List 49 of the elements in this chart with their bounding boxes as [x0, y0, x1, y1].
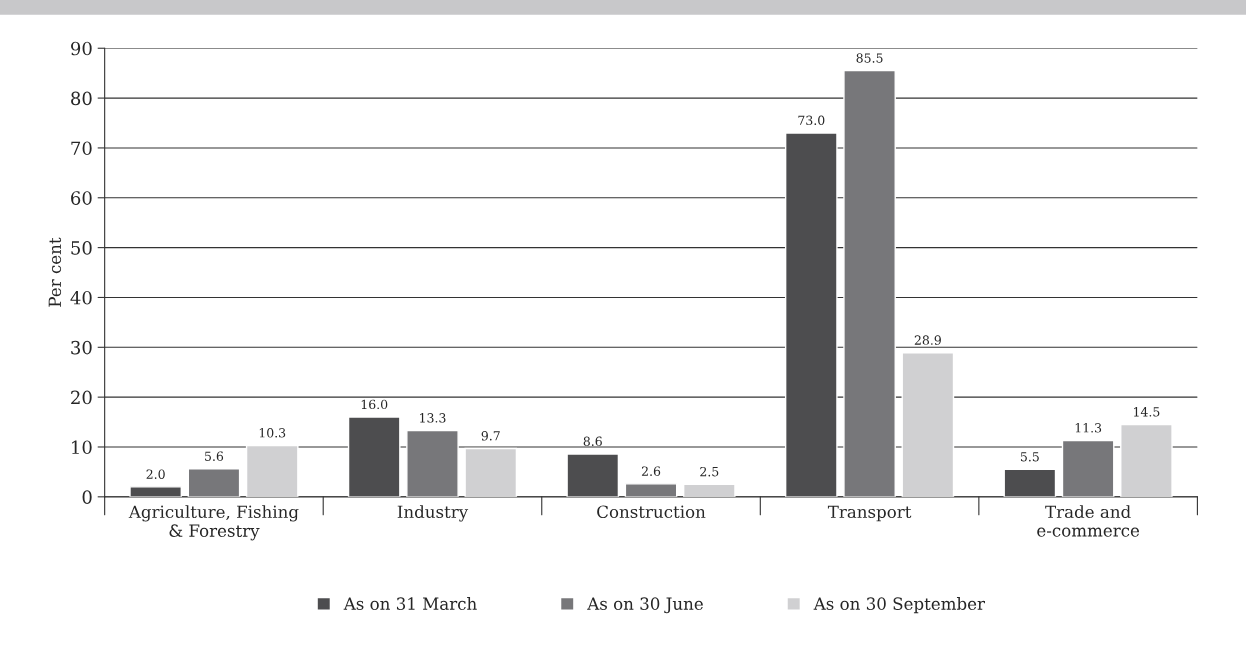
x-tick-label: Agriculture, Fishing & Forestry [128, 505, 299, 541]
data-label: 10.3 [259, 428, 286, 438]
y-tick-label: 90 [71, 41, 92, 56]
data-label: 2.0 [146, 469, 165, 479]
bar [784, 132, 838, 497]
data-label: 9.7 [481, 431, 500, 441]
data-label: 85.5 [856, 53, 883, 63]
y-tick-label: 40 [70, 290, 92, 305]
y-axis-title: Per cent [48, 237, 62, 307]
data-label: 28.9 [914, 335, 941, 345]
bar [464, 447, 518, 497]
bar [245, 444, 299, 497]
y-tick-label: 30 [71, 340, 92, 355]
x-tick-label: Transport [827, 505, 912, 522]
x-tick-label: Construction [597, 505, 706, 519]
bar [129, 486, 182, 497]
data-label: 2.6 [641, 466, 661, 476]
y-tick-label: 80 [71, 91, 92, 106]
data-label: 14.5 [1134, 407, 1160, 417]
bar [843, 69, 896, 497]
data-label: 5.5 [1020, 452, 1039, 462]
legend-label: As on 30 September [813, 597, 985, 614]
y-tick-label: 0 [82, 490, 92, 504]
data-label: 8.6 [583, 436, 602, 446]
bar [624, 483, 678, 497]
data-label: 16.0 [361, 399, 388, 410]
data-label: 73.0 [798, 115, 825, 125]
bar [682, 483, 736, 497]
x-tick-label: Industry [397, 505, 469, 522]
y-tick-label: 70 [71, 141, 92, 156]
bar [1120, 423, 1173, 497]
legend-label: As on 31 March [343, 597, 477, 610]
bar [1003, 468, 1057, 497]
bar [901, 352, 955, 497]
x-tick-label: Trade and e-commerce [1037, 505, 1140, 537]
bar [347, 416, 401, 497]
y-tick-label: 60 [71, 191, 92, 205]
bar [1061, 439, 1115, 497]
y-tick-label: 20 [71, 390, 92, 405]
bar [566, 453, 620, 497]
bar [406, 429, 459, 497]
data-label: 13.3 [420, 413, 446, 423]
data-label: 5.6 [205, 451, 224, 461]
legend-label: As on 30 June [587, 597, 703, 614]
data-label: 2.5 [700, 466, 719, 477]
data-label: 11.3 [1075, 423, 1102, 433]
y-tick-label: 10 [72, 440, 92, 455]
y-tick-label: 50 [71, 241, 92, 255]
bar [187, 468, 241, 497]
